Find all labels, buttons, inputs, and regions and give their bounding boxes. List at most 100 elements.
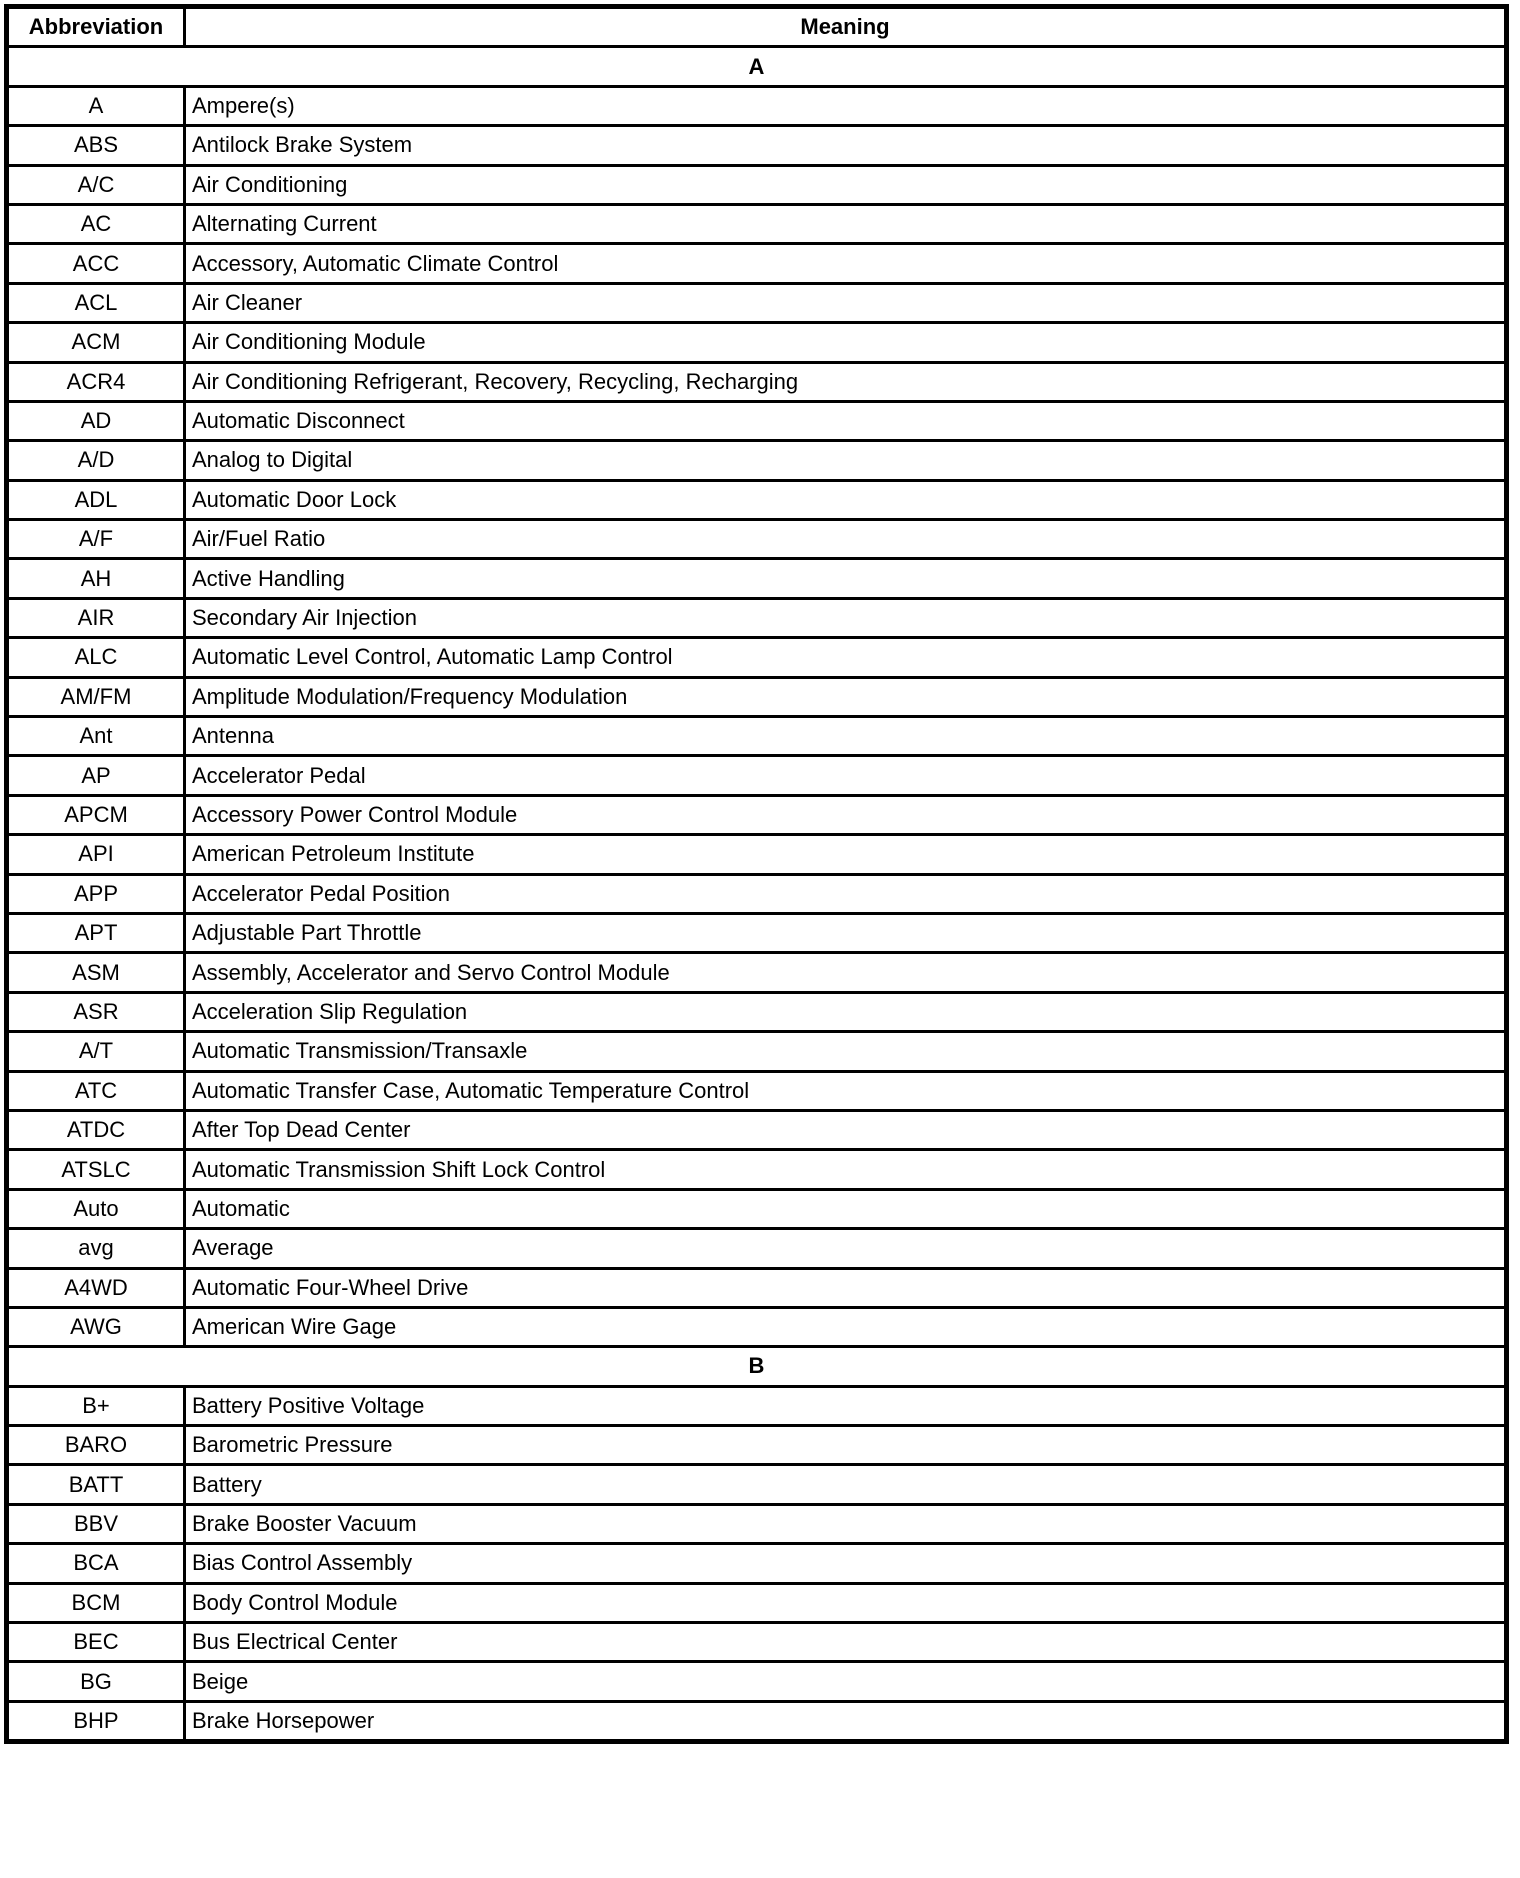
table-row: AH Active Handling [5,557,1508,600]
meaning-cell: Automatic Four-Wheel Drive [183,1266,1508,1309]
table-row: ALC Automatic Level Control, Automatic La… [5,636,1508,679]
table-row: A/D Analog to Digital [5,439,1508,482]
meaning-cell: Automatic Level Control, Automatic Lamp … [183,636,1508,679]
abbreviation-cell: A4WD [5,1266,186,1309]
table-row: BBV Brake Booster Vacuum [5,1502,1508,1546]
meaning-cell: Barometric Pressure [183,1424,1508,1467]
meaning-cell: Analog to Digital [183,439,1508,482]
table-row: A Ampere(s) [5,84,1508,128]
table-row: BATT Battery [5,1463,1508,1506]
table-row: ACC Accessory, Automatic Climate Control [5,242,1508,285]
table-row: A/C Air Conditioning [5,163,1508,206]
meaning-cell: American Wire Gage [183,1305,1508,1349]
abbreviation-cell: ADL [5,478,186,522]
abbreviation-cell: BATT [5,1463,186,1506]
abbreviation-cell: AM/FM [5,675,186,719]
meaning-cell: Brake Booster Vacuum [183,1502,1508,1546]
meaning-cell: Antenna [183,715,1508,758]
abbreviation-cell: API [5,833,186,876]
table-row: APCM Accessory Power Control Module [5,793,1508,837]
header-meaning: Meaning [183,4,1508,49]
meaning-cell: Automatic Transmission Shift Lock Contro… [183,1148,1508,1191]
meaning-cell: Automatic [183,1187,1508,1231]
table-row: ATDC After Top Dead Center [5,1108,1508,1152]
meaning-cell: Average [183,1227,1508,1270]
table-row: A4WD Automatic Four-Wheel Drive [5,1266,1508,1309]
meaning-cell: Amplitude Modulation/Frequency Modulatio… [183,675,1508,719]
meaning-cell: After Top Dead Center [183,1108,1508,1152]
table-row: AP Accelerator Pedal [5,754,1508,797]
abbreviation-cell: A/C [5,163,186,206]
table-row: B+ Battery Positive Voltage [5,1384,1508,1428]
abbreviation-cell: AWG [5,1305,186,1349]
abbreviation-cell: ACR4 [5,360,186,403]
header-abbreviation: Abbreviation [5,4,186,49]
abbreviation-cell: AIR [5,596,186,640]
abbreviation-cell: ATC [5,1069,186,1112]
table-row: ACM Air Conditioning Module [5,321,1508,364]
table-row: A/F Air/Fuel Ratio [5,518,1508,561]
meaning-cell: Air Conditioning Refrigerant, Recovery, … [183,360,1508,403]
meaning-cell: Accessory, Automatic Climate Control [183,242,1508,285]
table-row: BG Beige [5,1660,1508,1703]
abbreviation-cell: BEC [5,1621,186,1664]
table-row: BEC Bus Electrical Center [5,1621,1508,1664]
meaning-cell: Accelerator Pedal [183,754,1508,797]
table-row: ASM Assembly, Accelerator and Servo Contr… [5,951,1508,994]
meaning-cell: Assembly, Accelerator and Servo Control … [183,951,1508,994]
table-row: APT Adjustable Part Throttle [5,911,1508,955]
meaning-cell: Body Control Module [183,1581,1508,1625]
table-row: ASR Acceleration Slip Regulation [5,990,1508,1034]
section-letter: B [5,1345,1508,1388]
abbreviation-cell: Auto [5,1187,186,1231]
table-row: API American Petroleum Institute [5,833,1508,876]
abbreviation-cell: B+ [5,1384,186,1428]
meaning-cell: Air/Fuel Ratio [183,518,1508,561]
meaning-cell: Automatic Transfer Case, Automatic Tempe… [183,1069,1508,1112]
table-row: avg Average [5,1227,1508,1270]
abbreviation-cell: APT [5,911,186,955]
meaning-cell: Acceleration Slip Regulation [183,990,1508,1034]
meaning-cell: Antilock Brake System [183,124,1508,167]
abbreviation-cell: APCM [5,793,186,837]
abbreviation-cell: ASR [5,990,186,1034]
meaning-cell: Automatic Transmission/Transaxle [183,1030,1508,1073]
abbreviation-cell: BARO [5,1424,186,1467]
abbreviation-cell: AC [5,202,186,246]
abbreviation-cell: ACM [5,321,186,364]
meaning-cell: Accessory Power Control Module [183,793,1508,837]
abbreviation-cell: A/T [5,1030,186,1073]
meaning-cell: Accelerator Pedal Position [183,872,1508,915]
meaning-cell: American Petroleum Institute [183,833,1508,876]
table-row: BHP Brake Horsepower [5,1699,1508,1744]
meaning-cell: Battery [183,1463,1508,1506]
meaning-cell: Automatic Door Lock [183,478,1508,522]
table-row: Auto Automatic [5,1187,1508,1231]
section-letter: A [5,45,1508,88]
table-row: ABS Antilock Brake System [5,124,1508,167]
abbreviation-cell: AH [5,557,186,600]
abbreviation-cell: ALC [5,636,186,679]
table-row: AD Automatic Disconnect [5,399,1508,443]
abbreviation-cell: ABS [5,124,186,167]
abbreviation-cell: BCM [5,1581,186,1625]
table-row: ATSLC Automatic Transmission Shift Lock C… [5,1148,1508,1191]
abbreviation-cell: ACL [5,281,186,325]
abbreviation-cell: avg [5,1227,186,1270]
header-row: Abbreviation Meaning [5,4,1508,49]
meaning-cell: Beige [183,1660,1508,1703]
meaning-cell: Automatic Disconnect [183,399,1508,443]
abbreviation-cell: AP [5,754,186,797]
abbreviation-cell: BHP [5,1699,186,1744]
abbreviation-cell: AD [5,399,186,443]
table-row: A/T Automatic Transmission/Transaxle [5,1030,1508,1073]
meaning-cell: Brake Horsepower [183,1699,1508,1744]
abbreviation-cell: A/F [5,518,186,561]
meaning-cell: Bias Control Assembly [183,1542,1508,1585]
meaning-cell: Air Cleaner [183,281,1508,325]
table-row: BARO Barometric Pressure [5,1424,1508,1467]
meaning-cell: Battery Positive Voltage [183,1384,1508,1428]
meaning-cell: Adjustable Part Throttle [183,911,1508,955]
abbreviation-cell: Ant [5,715,186,758]
meaning-cell: Bus Electrical Center [183,1621,1508,1664]
